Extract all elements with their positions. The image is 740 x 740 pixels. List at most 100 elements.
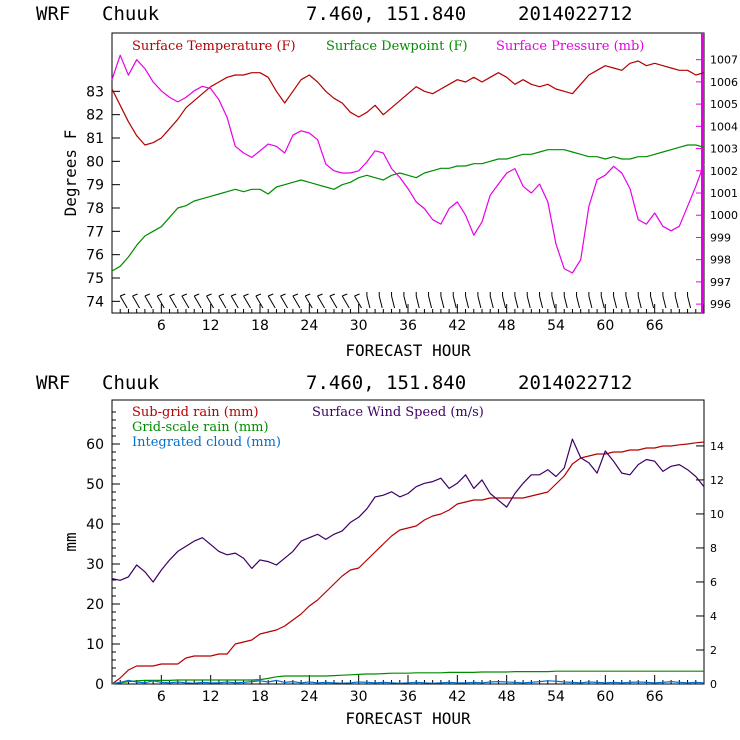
wind-barbs bbox=[119, 292, 692, 309]
wind-barb-flag bbox=[329, 293, 336, 297]
y-tick-label: 60 bbox=[86, 437, 104, 453]
header-station: Chuuk bbox=[102, 3, 160, 25]
wind-barb-flag bbox=[292, 293, 299, 297]
temperature-plot-frame bbox=[111, 32, 705, 314]
y2-tick-label: 996 bbox=[710, 298, 731, 311]
wind-barb-flag bbox=[354, 293, 360, 297]
y2-tick-label: 0 bbox=[710, 678, 717, 691]
y2-tick-label: 10 bbox=[710, 508, 724, 521]
header2-coords: 7.460, 151.840 bbox=[306, 372, 466, 394]
header2-date: 2014022712 bbox=[518, 372, 632, 394]
x-tick-label: 24 bbox=[300, 689, 318, 705]
wind-barb-flag bbox=[342, 293, 348, 297]
x-tick-label: 24 bbox=[300, 318, 318, 334]
wind-barb bbox=[144, 295, 153, 309]
wind-barb bbox=[329, 295, 338, 309]
wind-barb bbox=[650, 295, 655, 309]
wind-barb bbox=[576, 295, 581, 309]
y2-tick-label: 2 bbox=[710, 644, 717, 657]
y-tick-label: 74 bbox=[86, 294, 104, 310]
wind-barb bbox=[428, 295, 433, 309]
wind-barb bbox=[514, 295, 519, 309]
y2-tick-label: 8 bbox=[710, 542, 717, 555]
wind-barb bbox=[230, 295, 239, 309]
wind-barb bbox=[551, 295, 556, 309]
wind-barb bbox=[206, 295, 214, 309]
wind-barb bbox=[169, 295, 177, 309]
wind-barb-flag bbox=[317, 293, 323, 297]
wind-barb bbox=[477, 295, 482, 309]
wind-barb-flag bbox=[255, 293, 262, 297]
wind-barb-flag bbox=[280, 293, 286, 297]
y-tick-label: 81 bbox=[86, 131, 104, 147]
wind-barb-flag bbox=[231, 293, 237, 297]
wind-barb bbox=[292, 295, 301, 309]
series-line-surface-temperature bbox=[111, 60, 705, 146]
wind-barb bbox=[403, 295, 408, 309]
wind-barb bbox=[267, 295, 276, 309]
y-tick-label: 79 bbox=[86, 178, 104, 194]
y-tick-label: 10 bbox=[86, 637, 104, 653]
wind-barb bbox=[600, 295, 605, 309]
wind-barb bbox=[255, 295, 264, 309]
y-tick-label: 50 bbox=[86, 477, 104, 493]
wind-barb bbox=[452, 295, 457, 309]
wind-barb bbox=[502, 295, 507, 309]
y2-tick-label: 12 bbox=[710, 474, 724, 487]
y2-tick-label: 1002 bbox=[710, 165, 738, 178]
header2-model: WRF bbox=[36, 372, 70, 394]
y2-tick-label: 997 bbox=[710, 276, 731, 289]
x-tick-label: 12 bbox=[202, 689, 220, 705]
header-date: 2014022712 bbox=[518, 3, 632, 25]
wind-barb bbox=[181, 295, 190, 309]
y-tick-label: 77 bbox=[86, 224, 104, 240]
header-model: WRF bbox=[36, 3, 70, 25]
wind-barb-flag bbox=[218, 293, 225, 297]
wind-barb bbox=[625, 295, 630, 309]
x-tick-label: 36 bbox=[399, 689, 417, 705]
temperature-y-axis-label: Degrees F bbox=[61, 130, 80, 217]
wind-barb-flag bbox=[157, 293, 163, 297]
y-tick-label: 76 bbox=[86, 248, 104, 264]
x-tick-label: 18 bbox=[251, 689, 269, 705]
x-tick-label: 48 bbox=[498, 689, 516, 705]
y2-tick-label: 6 bbox=[710, 576, 717, 589]
x-tick-label: 42 bbox=[448, 318, 466, 334]
y2-tick-label: 1000 bbox=[710, 209, 738, 222]
wind-barb bbox=[465, 295, 470, 309]
x-tick-label: 12 bbox=[202, 318, 220, 334]
y-tick-label: 82 bbox=[86, 108, 104, 124]
wind-barb bbox=[674, 295, 679, 309]
wind-barb bbox=[280, 295, 288, 309]
wind-speed-y-ticks: 0 2 4 6 8 10 12 14 bbox=[696, 440, 724, 691]
wind-barb bbox=[354, 295, 362, 309]
panel2-header: WRF Chuuk 7.460, 151.840 2014022712 bbox=[36, 372, 632, 394]
y-tick-label: 0 bbox=[95, 677, 104, 693]
series-line-grid-scale-rain bbox=[111, 670, 704, 685]
wind-barb bbox=[539, 295, 544, 309]
precipitation-y-ticks: 0 10 20 30 40 50 60 bbox=[86, 411, 120, 693]
series-line-sub-grid-rain bbox=[111, 441, 705, 685]
wind-barb bbox=[218, 295, 227, 309]
y2-tick-label: 1001 bbox=[710, 187, 738, 200]
wind-barb bbox=[317, 295, 325, 309]
wind-barb bbox=[588, 295, 593, 309]
x-tick-label: 36 bbox=[399, 318, 417, 334]
wind-barb bbox=[391, 295, 396, 309]
wind-barb bbox=[662, 295, 667, 309]
wind-barb bbox=[156, 295, 165, 309]
y2-tick-label: 4 bbox=[710, 610, 717, 623]
temperature-x-ticks: 6 12 18 24 30 36 42 48 54 60 66 bbox=[111, 304, 705, 334]
y-tick-label: 30 bbox=[86, 557, 104, 573]
y2-tick-label: 1005 bbox=[710, 98, 738, 111]
header2-station: Chuuk bbox=[102, 372, 160, 394]
legend-surface-dewpoint: Surface Dewpoint (F) bbox=[326, 39, 468, 54]
y-tick-label: 80 bbox=[86, 154, 104, 170]
x-tick-label: 6 bbox=[157, 318, 166, 334]
wind-barb bbox=[613, 295, 618, 309]
x-tick-label: 30 bbox=[350, 318, 368, 334]
wind-barb-flag bbox=[206, 293, 212, 297]
y-tick-label: 20 bbox=[86, 597, 104, 613]
y-tick-label: 75 bbox=[86, 271, 104, 287]
precipitation-y-axis-label: mm bbox=[61, 532, 80, 551]
